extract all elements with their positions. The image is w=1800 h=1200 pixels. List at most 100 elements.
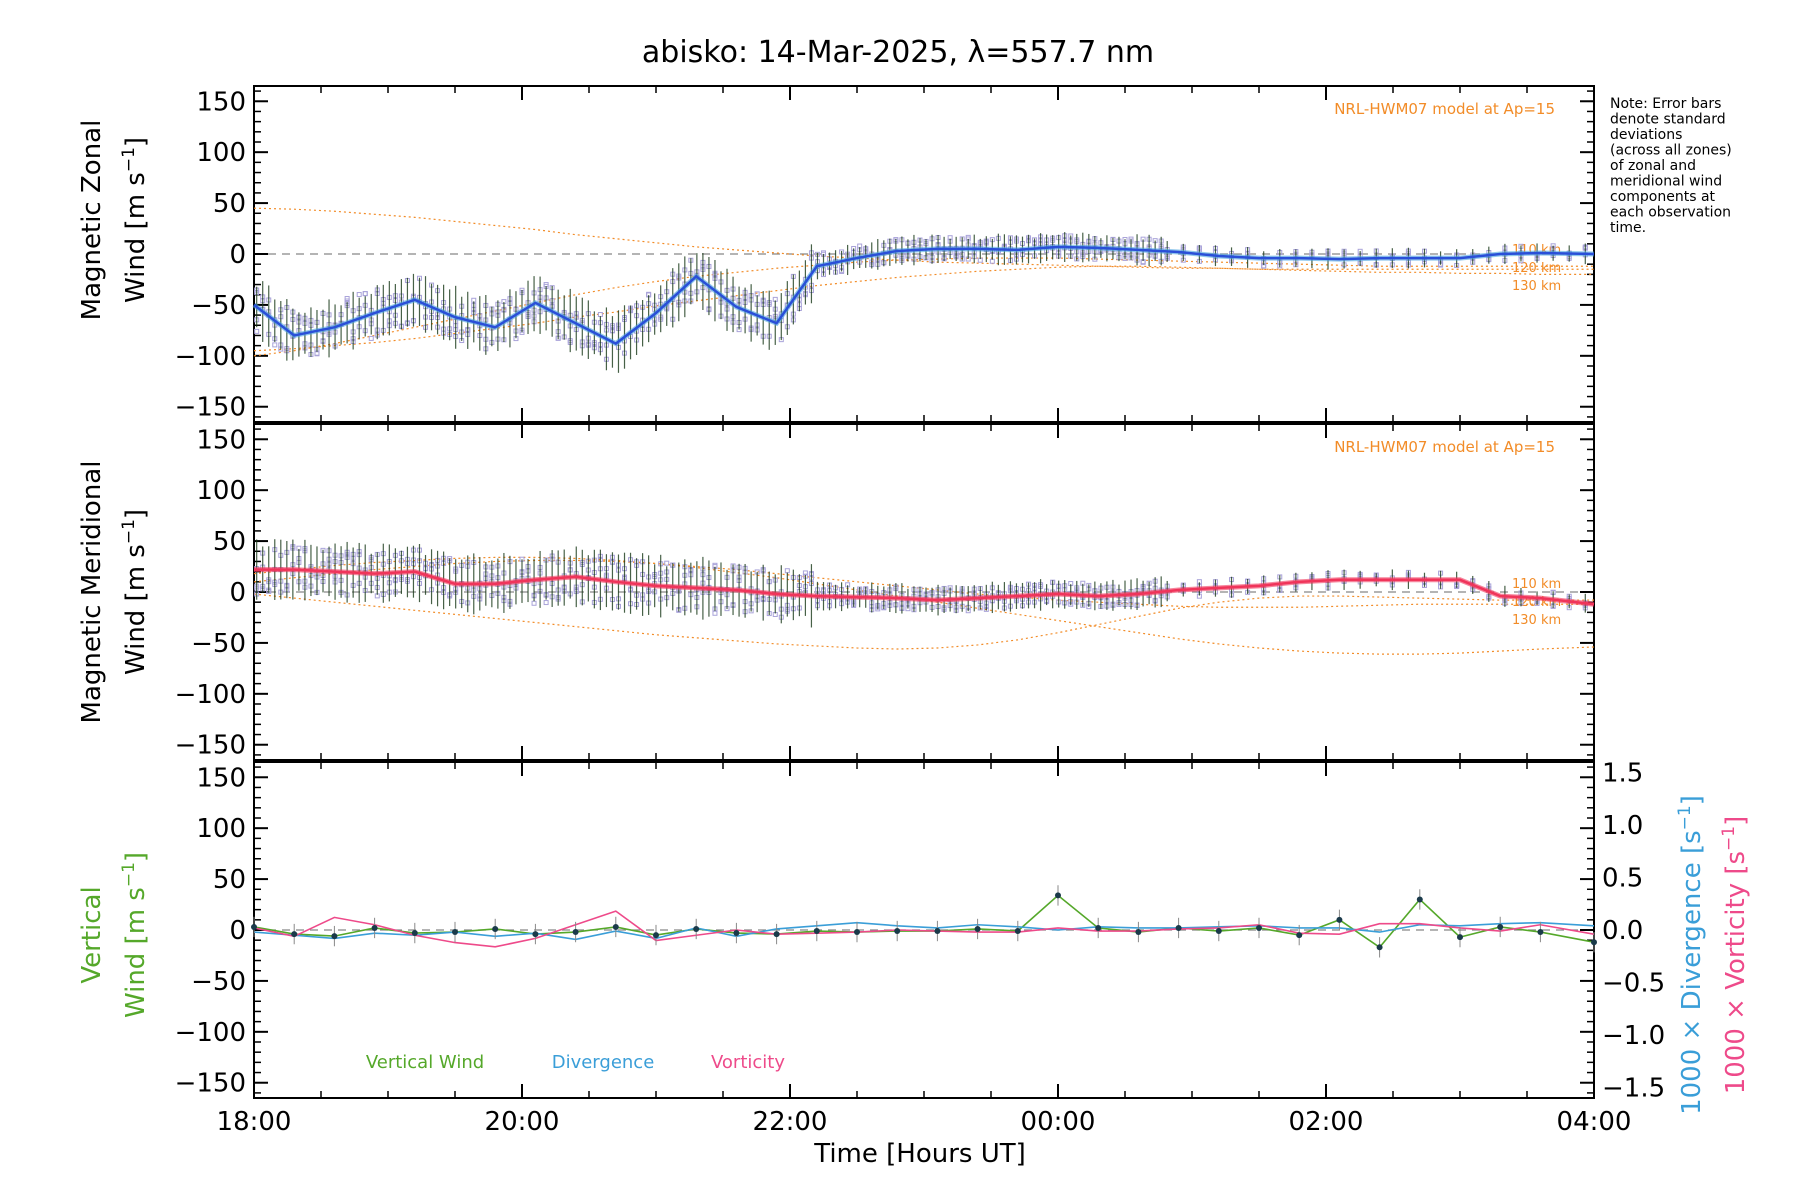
- divergence-axis-label: 1000 × Divergence [s−1]: [1675, 795, 1707, 1115]
- zone-sample: [712, 562, 718, 568]
- vertical-wind-point: [1055, 892, 1061, 899]
- legend: Vertical Wind Divergence Vorticity: [366, 1052, 786, 1073]
- vertical-panel: 150 100 50 0 −50 −100 −150 18:00 20:00 22:00 00:00…: [175, 759, 1666, 1138]
- vertical-wind-point: [974, 925, 981, 932]
- vertical-wind-point: [331, 933, 338, 940]
- model-altitude-label: 110 km: [1512, 577, 1561, 592]
- vertical-wind-point: [1256, 924, 1262, 931]
- vertical-wind-point: [1336, 916, 1343, 923]
- right-tick-label: −1.0: [1602, 1021, 1665, 1051]
- y-tick-label: −100: [175, 1018, 246, 1048]
- note-line: (across all zones): [1610, 143, 1732, 159]
- x-axis-label: Time [Hours UT]: [813, 1139, 1026, 1169]
- y-tick-label: −150: [175, 731, 246, 761]
- zone-sample: [272, 342, 278, 348]
- vertical-wind-point: [1175, 924, 1182, 931]
- model-label: NRL-HWM07 model at Ap=15: [1334, 438, 1555, 456]
- x-tick-label: 18:00: [217, 1107, 292, 1137]
- right-tick-label: 0.5: [1602, 864, 1643, 894]
- zonal-ylabel: Magnetic Zonal Wind [m s−1]: [77, 120, 151, 321]
- x-tick-label: 04:00: [1557, 1107, 1632, 1137]
- x-tick-label: 02:00: [1289, 1107, 1364, 1137]
- meridional-ylabel-line2: Wind [m s−1]: [119, 509, 151, 675]
- right-tick-label: 1.0: [1602, 811, 1643, 841]
- vertical-wind-point: [733, 930, 740, 937]
- zone-sample: [543, 600, 549, 606]
- x-tick-label: 00:00: [1021, 1107, 1096, 1137]
- vertical-wind-point: [291, 931, 298, 938]
- model-altitude-label: 130 km: [1512, 613, 1561, 628]
- y-tick-label: 150: [196, 425, 246, 455]
- y-tick-label: 0: [229, 578, 246, 608]
- zone-sample: [784, 568, 790, 574]
- vertical-ylabel-line2: Wind [m s−1]: [119, 852, 151, 1018]
- vertical-wind-point: [653, 932, 659, 939]
- vertical-ylabel: Vertical Wind [m s−1]: [77, 852, 151, 1018]
- vertical-wind-point: [934, 928, 941, 935]
- y-tick-label: 0: [229, 916, 246, 946]
- note-line: denote standard: [1610, 112, 1726, 128]
- y-tick-label: 50: [213, 527, 246, 557]
- wind-line: [254, 568, 1595, 606]
- right-tick-label: 0.0: [1602, 916, 1643, 946]
- note-line: deviations: [1610, 127, 1682, 143]
- model-curve-110-km: [253, 593, 1594, 650]
- model-curve-120-km: [253, 207, 1594, 270]
- vertical-wind-point: [813, 928, 820, 935]
- zone-sample: [989, 258, 995, 264]
- vertical-wind-point: [492, 925, 499, 932]
- y-tick-label: 150: [196, 763, 246, 793]
- x-tick-label: 20:00: [485, 1107, 560, 1137]
- legend-divergence: Divergence: [552, 1052, 655, 1073]
- zone-sample: [712, 610, 718, 616]
- model-curve-110-km: [253, 257, 1594, 357]
- zone-sample: [531, 600, 537, 606]
- y-tick-label: −150: [175, 1069, 246, 1099]
- note-line: components at: [1610, 189, 1716, 205]
- y-tick-label: 100: [196, 814, 246, 844]
- note-line: meridional wind: [1610, 174, 1722, 190]
- vertical-wind-point: [251, 923, 257, 930]
- y-tick-label: 0: [229, 240, 246, 270]
- vertical-wind-point: [894, 928, 901, 935]
- vertical-wind-point: [693, 925, 700, 932]
- zone-sample: [254, 328, 260, 334]
- y-tick-label: −50: [191, 629, 246, 659]
- zone-sample: [597, 312, 603, 318]
- vertical-wind-point: [1591, 939, 1597, 946]
- vertical-wind-point: [452, 929, 458, 936]
- zone-sample: [356, 292, 362, 298]
- y-tick-label: −100: [175, 342, 246, 372]
- series-vorticity: [253, 910, 1595, 948]
- vertical-wind-point: [371, 924, 378, 931]
- zone-sample: [362, 291, 368, 297]
- vertical-wind-point: [1537, 929, 1544, 936]
- vertical-ylabel-line1: Vertical: [77, 886, 107, 983]
- chart-title: abisko: 14-Mar-2025, λ=557.7 nm: [642, 35, 1154, 70]
- wind-line-shadow: [252, 244, 1595, 347]
- zone-sample: [368, 335, 374, 341]
- zonal-ylabel-line2: Wind [m s−1]: [119, 137, 151, 303]
- y-tick-label: −100: [175, 680, 246, 710]
- model-curve-130-km: [253, 559, 1594, 608]
- vertical-wind-point: [1135, 929, 1142, 936]
- zone-sample: [802, 570, 808, 576]
- y-tick-label: −150: [175, 393, 246, 423]
- wind-line: [253, 245, 1595, 346]
- vertical-wind-point: [773, 931, 780, 938]
- y-tick-label: 100: [196, 476, 246, 506]
- vertical-wind-point: [1296, 932, 1303, 939]
- note-line: time.: [1610, 220, 1646, 236]
- y-tick-label: −50: [191, 967, 246, 997]
- right-axis-labels: 1000 × Divergence [s−1] 1000 × Vorticity…: [1675, 795, 1751, 1115]
- right-tick-label: 1.5: [1602, 759, 1643, 789]
- model-curve-130-km: [253, 265, 1594, 352]
- vorticity-axis-label: 1000 × Vorticity [s−1]: [1719, 816, 1751, 1095]
- zonal-ylabel-line1: Magnetic Zonal: [77, 120, 107, 321]
- y-tick-label: 100: [196, 138, 246, 168]
- meridional-ylabel: Magnetic Meridional Wind [m s−1]: [77, 461, 151, 724]
